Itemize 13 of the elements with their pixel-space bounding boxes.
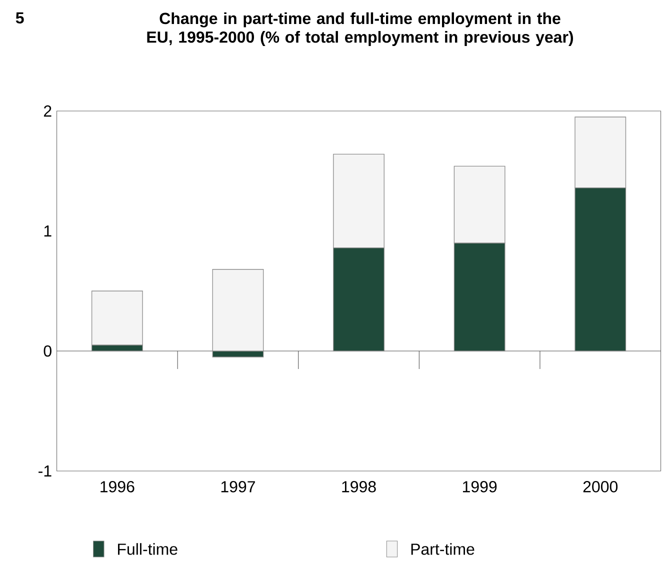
x-tick-label: 1996 <box>100 481 134 492</box>
y-tick-label: 1 <box>44 225 52 236</box>
x-tick-label: 1997 <box>221 481 255 492</box>
legend-label: Part-time <box>411 543 474 555</box>
y-tick-label: 2 <box>44 105 52 117</box>
y-tick-label: -1 <box>38 465 52 476</box>
text: 5 <box>16 12 24 24</box>
legend-label: Full-time <box>118 543 178 555</box>
x-tick-label: 1999 <box>462 481 497 492</box>
x-tick-label: 1998 <box>342 481 376 492</box>
chart-title: Change in part-time and full-time employment in the EU, 1995-2000 (% of total employment in previous year) <box>147 12 574 46</box>
x-tick-label: 2000 <box>583 481 618 492</box>
y-tick-label: 0 <box>44 345 52 357</box>
